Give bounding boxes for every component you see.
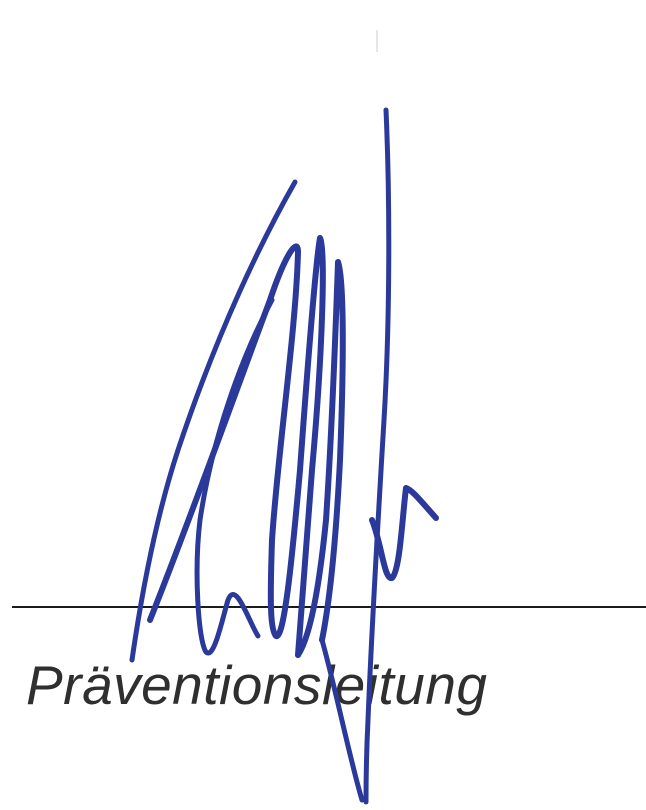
signature-caption: Präventionsleitung bbox=[26, 654, 488, 716]
scan-artifact bbox=[376, 30, 378, 52]
